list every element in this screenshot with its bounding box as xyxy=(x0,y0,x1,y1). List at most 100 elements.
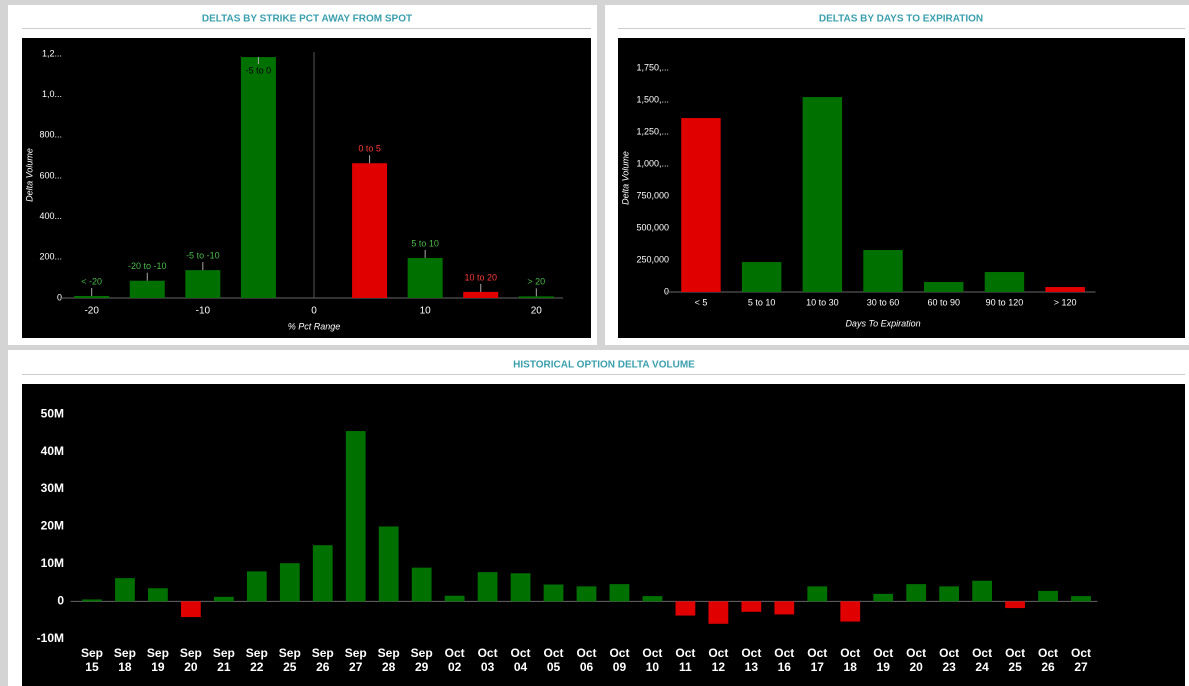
y-tick-label: 400... xyxy=(39,211,62,221)
y-tick-label: 1,000,... xyxy=(636,158,669,168)
bar xyxy=(802,97,843,292)
x-tick-label: Oct 18 xyxy=(840,646,861,674)
x-tick-label: Oct 17 xyxy=(807,646,828,674)
x-tick-label: Oct 05 xyxy=(543,646,564,674)
y-tick-label: 1,250,... xyxy=(636,126,669,136)
x-tick-label: 90 to 120 xyxy=(986,297,1024,307)
x-tick-label: Sep 15 xyxy=(80,646,103,674)
bar xyxy=(378,526,399,602)
y-tick-label: 600... xyxy=(39,170,62,180)
x-tick-label: 20 xyxy=(531,306,543,317)
x-tick-label: Oct 23 xyxy=(939,646,960,674)
bar xyxy=(82,599,102,602)
bar xyxy=(246,571,267,602)
x-tick-label: Oct 27 xyxy=(1071,646,1092,674)
x-tick-label: Sep 28 xyxy=(377,646,400,674)
x-axis-label: Days To Expiration xyxy=(845,318,920,328)
y-tick-label: 1,750,... xyxy=(636,62,669,72)
x-tick-label: Sep 18 xyxy=(113,646,136,674)
bar xyxy=(1045,287,1085,292)
x-tick-label: Oct 13 xyxy=(741,646,762,674)
x-tick-label: -20 xyxy=(84,306,99,317)
y-tick-label: 20M xyxy=(41,519,64,533)
x-tick-label: Oct 24 xyxy=(972,646,993,674)
bar xyxy=(115,578,135,602)
bar-label: -5 to 0 xyxy=(246,65,272,75)
bar xyxy=(129,280,165,298)
x-tick-label: Sep 25 xyxy=(278,646,301,674)
y-tick-label: 250,000 xyxy=(636,254,669,264)
chart-title: HISTORICAL OPTION DELTA VOLUME xyxy=(513,360,695,371)
x-tick-label: Oct 20 xyxy=(906,646,927,674)
bar xyxy=(1038,590,1058,602)
bar xyxy=(1071,596,1091,602)
bar xyxy=(407,257,443,298)
x-tick-label: < 5 xyxy=(695,297,708,307)
bar xyxy=(148,588,168,602)
x-tick-label: 5 to 10 xyxy=(748,297,776,307)
x-tick-label: Oct 11 xyxy=(675,646,696,674)
bar xyxy=(576,586,597,602)
y-tick-label: 50M xyxy=(41,406,64,420)
bar xyxy=(939,586,960,602)
x-tick-label: Sep 21 xyxy=(212,646,235,674)
y-tick-label: 30M xyxy=(41,481,64,495)
y-tick-label: 1,2... xyxy=(42,48,62,58)
bar xyxy=(863,250,903,292)
bar xyxy=(681,118,721,292)
y-axis-label: Delta Volume xyxy=(620,151,630,205)
x-tick-label: Oct 10 xyxy=(642,646,663,674)
bar-label: 5 to 10 xyxy=(411,238,439,248)
x-tick-label: Oct 25 xyxy=(1005,646,1026,674)
bar xyxy=(543,584,564,602)
x-tick-label: 60 to 90 xyxy=(927,297,960,307)
bar xyxy=(972,580,993,602)
bar xyxy=(185,270,221,298)
bar xyxy=(518,296,554,298)
x-tick-label: Oct 26 xyxy=(1038,646,1059,674)
y-tick-label: 500,000 xyxy=(636,222,669,232)
bar xyxy=(642,596,663,602)
bar xyxy=(477,572,498,602)
bar xyxy=(411,567,432,602)
bar xyxy=(213,596,234,602)
bar xyxy=(180,601,201,618)
x-tick-label: Sep 20 xyxy=(179,646,202,674)
y-tick-label: 10M xyxy=(41,556,64,570)
x-tick-label: Oct 06 xyxy=(576,646,597,674)
bar xyxy=(463,291,499,298)
bar xyxy=(807,586,828,602)
bar xyxy=(708,601,729,624)
y-tick-label: 750,000 xyxy=(636,190,669,200)
bar xyxy=(240,57,276,299)
y-tick-label: 0 xyxy=(57,594,64,608)
x-tick-label: > 120 xyxy=(1054,297,1077,307)
y-tick-label: 200... xyxy=(39,252,62,262)
x-tick-label: Sep 22 xyxy=(245,646,268,674)
x-tick-label: -10 xyxy=(196,306,211,317)
y-tick-label: 40M xyxy=(41,444,64,458)
x-tick-label: Oct 03 xyxy=(477,646,498,674)
x-tick-label: Sep 27 xyxy=(344,646,367,674)
bar xyxy=(345,431,366,602)
plot-bg xyxy=(22,38,591,338)
x-tick-label: Sep 26 xyxy=(311,646,334,674)
x-tick-label: 10 to 30 xyxy=(806,297,839,307)
x-tick-label: Oct 19 xyxy=(873,646,894,674)
chart-title: DELTAS BY DAYS TO EXPIRATION xyxy=(819,14,983,25)
x-tick-label: Oct 02 xyxy=(444,646,465,674)
x-tick-label: Sep 19 xyxy=(146,646,169,674)
bar-label: 0 to 5 xyxy=(358,144,381,154)
bar xyxy=(741,601,762,612)
x-tick-label: 30 to 60 xyxy=(867,297,900,307)
bar xyxy=(352,163,388,298)
bar xyxy=(906,584,927,602)
bar xyxy=(924,282,964,292)
bar-label: -5 to -10 xyxy=(186,251,220,261)
bar xyxy=(279,563,300,602)
bar xyxy=(741,262,782,292)
x-tick-label: Oct 12 xyxy=(708,646,729,674)
x-tick-label: Sep 29 xyxy=(410,646,433,674)
